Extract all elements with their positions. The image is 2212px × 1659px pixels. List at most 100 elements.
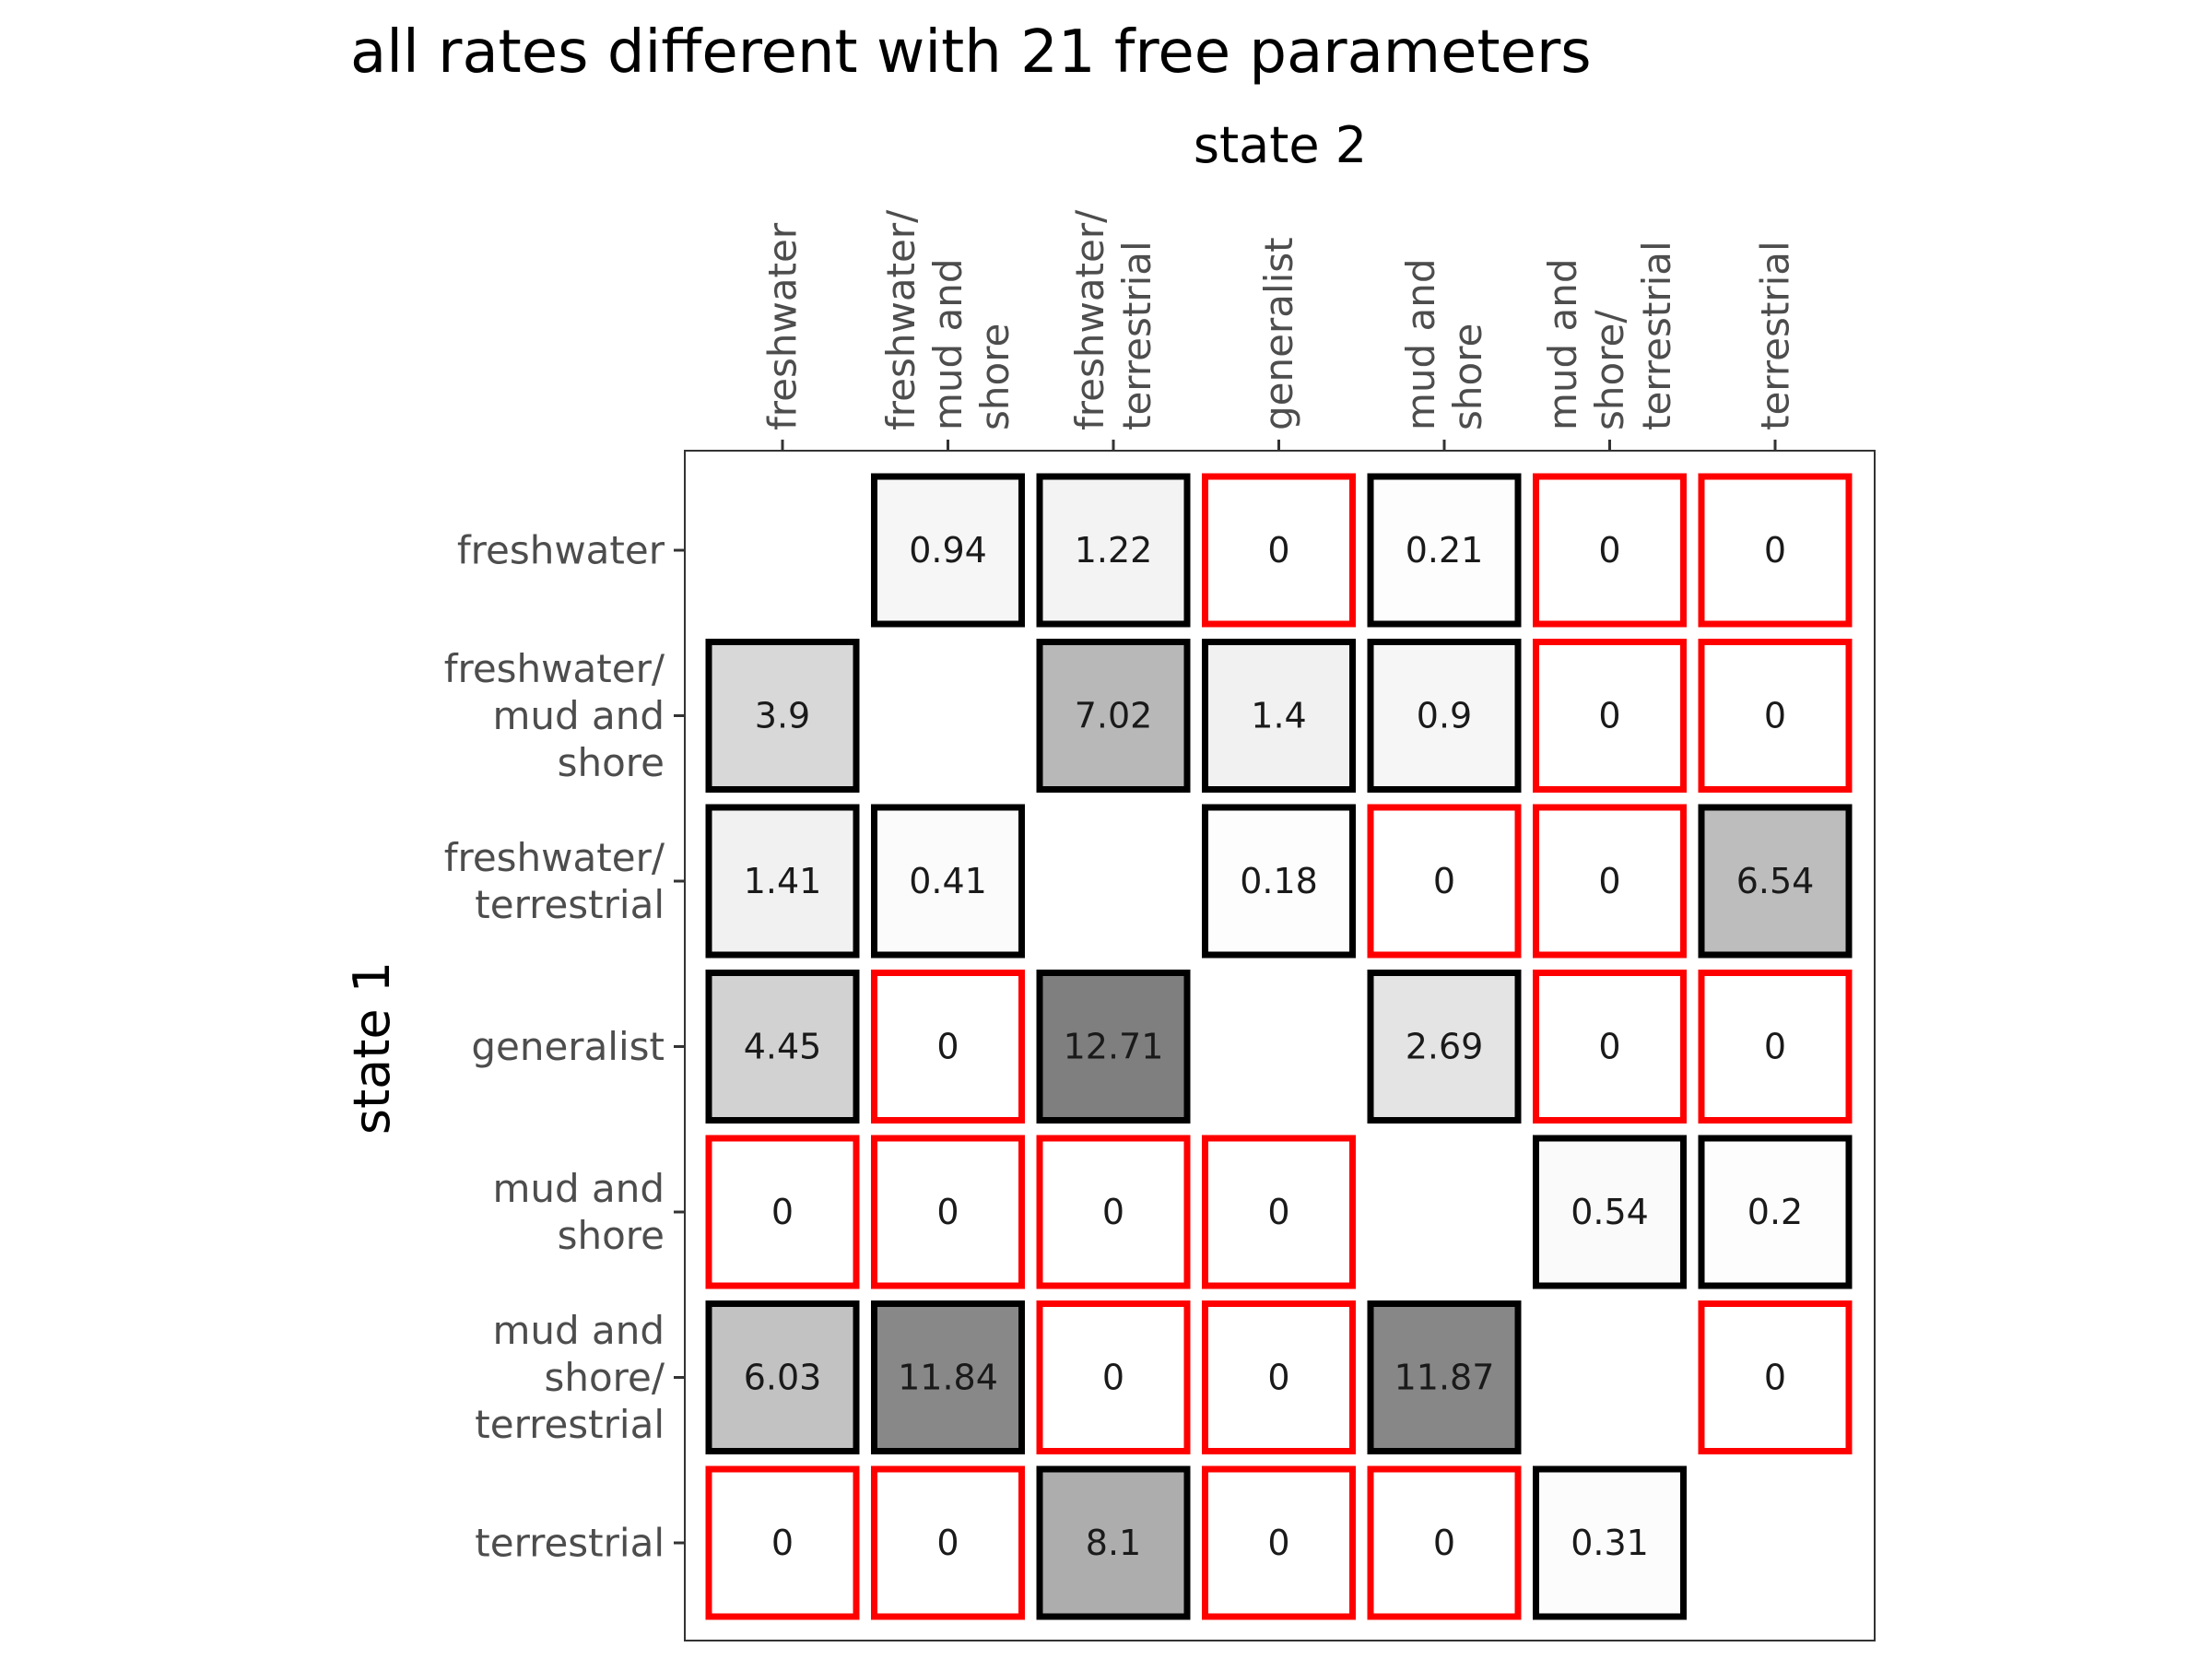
y-tick-label-freshwater-terrestrial: freshwater/terrestrial <box>444 835 665 927</box>
heatmap-cell-mud-and-shore-terrestrial-to-freshwater-terrestrial <box>1036 1300 1191 1454</box>
cell-value-label: 0 <box>936 1027 959 1067</box>
x-tick-label-mud-and-shore-terrestrial: mud andshore/terrestrial <box>1540 241 1679 430</box>
x-tick-label-terrestrial: terrestrial <box>1753 241 1798 430</box>
y-tick-label-terrestrial: terrestrial <box>475 1521 665 1566</box>
x-axis-ticks: freshwater freshwater/mud andshore freshwa… <box>760 209 1798 451</box>
cell-value-label: 0 <box>1102 1358 1124 1398</box>
heatmap-cells: 0.94 1.22 0 0.21 0 0 3.9 7.02 1.4 0.9 0 0 1.41 0.41 0.… <box>705 473 1853 1620</box>
heatmap-cell-terrestrial-to-freshwater <box>705 1465 860 1620</box>
heatmap-cell-mud-and-shore-terrestrial-to-terrestrial <box>1698 1300 1853 1454</box>
heatmap-cell-mud-and-shore-terrestrial-to-generalist <box>1202 1300 1356 1454</box>
heatmap-cell-mud-and-shore-to-freshwater-mud-and-shore <box>871 1135 1025 1289</box>
cell-value-label: 0 <box>1267 1523 1289 1563</box>
cell-value-label: 6.54 <box>1736 861 1815 901</box>
y-tick-label-generalist: generalist <box>471 1024 665 1069</box>
heatmap-cell-freshwater-mud-and-shore-to-terrestrial <box>1698 639 1853 793</box>
y-axis-title: state 1 <box>343 961 401 1135</box>
cell-value-label: 0 <box>1764 530 1786 571</box>
heatmap-cell-terrestrial-to-freshwater-mud-and-shore <box>871 1465 1025 1620</box>
cell-value-label: 0 <box>1764 1358 1786 1398</box>
heatmap-cell-freshwater-to-generalist <box>1202 473 1356 628</box>
cell-value-label: 0 <box>771 1523 794 1563</box>
cell-value-label: 12.71 <box>1064 1027 1164 1067</box>
cell-value-label: 0 <box>936 1523 959 1563</box>
cell-value-label: 7.02 <box>1075 696 1153 736</box>
cell-value-label: 0 <box>1598 696 1620 736</box>
heatmap-cell-mud-and-shore-terrestrial-to-freshwater-mud-and-shore <box>871 1300 1025 1454</box>
cell-value-label: 0 <box>1267 530 1289 571</box>
cell-value-label: 2.69 <box>1406 1027 1484 1067</box>
x-tick-label-mud-and-shore: mud andshore <box>1398 258 1490 430</box>
cell-value-label: 11.84 <box>898 1358 998 1398</box>
x-tick-label-freshwater-terrestrial: freshwater/terrestrial <box>1067 209 1159 430</box>
cell-value-label: 0 <box>936 1192 959 1232</box>
heatmap-cell-freshwater-terrestrial-to-freshwater-mud-and-shore <box>871 804 1025 959</box>
cell-value-label: 0.94 <box>909 530 987 571</box>
plot-panel <box>684 450 1876 1641</box>
heatmap-cell-freshwater-terrestrial-to-terrestrial <box>1698 804 1853 959</box>
cell-value-label: 0.18 <box>1240 861 1318 901</box>
x-tick-label-generalist: generalist <box>1256 237 1301 430</box>
heatmap-cell-freshwater-to-freshwater-mud-and-shore <box>871 473 1025 628</box>
y-tick-label-freshwater: freshwater <box>457 528 665 573</box>
heatmap-cell-generalist-to-freshwater-terrestrial <box>1036 970 1191 1124</box>
heatmap-cell-freshwater-terrestrial-to-freshwater <box>705 804 860 959</box>
cell-value-label: 0.21 <box>1406 530 1484 571</box>
cell-value-label: 6.03 <box>744 1358 822 1398</box>
heatmap-cell-freshwater-mud-and-shore-to-mud-and-shore <box>1367 639 1522 793</box>
cell-value-label: 1.41 <box>744 861 822 901</box>
chart-title: all rates different with 21 free paramet… <box>350 18 1592 87</box>
cell-value-label: 0 <box>1598 1027 1620 1067</box>
cell-value-label: 0 <box>1267 1192 1289 1232</box>
cell-value-label: 0 <box>1598 530 1620 571</box>
heatmap-cell-mud-and-shore-to-freshwater-terrestrial <box>1036 1135 1191 1289</box>
x-tick-label-freshwater-mud-and-shore: freshwater/mud andshore <box>878 209 1018 430</box>
heatmap-cell-mud-and-shore-to-generalist <box>1202 1135 1356 1289</box>
heatmap-cell-mud-and-shore-terrestrial-to-mud-and-shore <box>1367 1300 1522 1454</box>
cell-value-label: 0.2 <box>1747 1192 1803 1232</box>
heatmap-cell-generalist-to-terrestrial <box>1698 970 1853 1124</box>
y-tick-label-mud-and-shore-terrestrial: mud and shore/terrestrial <box>475 1308 665 1447</box>
heatmap-cell-terrestrial-to-mud-and-shore-terrestrial <box>1533 1465 1687 1620</box>
cell-value-label: 8.1 <box>1086 1523 1141 1563</box>
heatmap-cell-freshwater-mud-and-shore-to-mud-and-shore-terrestrial <box>1533 639 1687 793</box>
heatmap-cell-generalist-to-mud-and-shore-terrestrial <box>1533 970 1687 1124</box>
heatmap-cell-mud-and-shore-to-mud-and-shore-terrestrial <box>1533 1135 1687 1289</box>
cell-value-label: 0 <box>1764 1027 1786 1067</box>
cell-value-label: 11.87 <box>1394 1358 1495 1398</box>
cell-value-label: 0 <box>1433 1523 1455 1563</box>
heatmap-cell-generalist-to-freshwater <box>705 970 860 1124</box>
cell-value-label: 0 <box>1102 1192 1124 1232</box>
x-tick-label-freshwater: freshwater <box>760 222 806 430</box>
y-axis-ticks: freshwater freshwater/mud and shore freshwa… <box>444 528 685 1566</box>
heatmap-cell-terrestrial-to-mud-and-shore <box>1367 1465 1522 1620</box>
cell-value-label: 0 <box>1764 696 1786 736</box>
cell-value-label: 0 <box>1598 861 1620 901</box>
cell-value-label: 0 <box>1267 1358 1289 1398</box>
cell-value-label: 1.4 <box>1251 696 1306 736</box>
cell-value-label: 3.9 <box>755 696 810 736</box>
heatmap-cell-generalist-to-mud-and-shore <box>1367 970 1522 1124</box>
heatmap-cell-freshwater-to-mud-and-shore <box>1367 473 1522 628</box>
cell-value-label: 4.45 <box>744 1027 822 1067</box>
heatmap-cell-mud-and-shore-to-terrestrial <box>1698 1135 1853 1289</box>
heatmap-cell-freshwater-to-freshwater-terrestrial <box>1036 473 1191 628</box>
y-tick-label-freshwater-mud-and-shore: freshwater/mud and shore <box>444 646 665 785</box>
heatmap-cell-terrestrial-to-generalist <box>1202 1465 1356 1620</box>
y-tick-label-mud-and-shore: mud and shore <box>492 1166 665 1258</box>
x-axis-title: state 2 <box>1194 116 1367 174</box>
heatmap-cell-freshwater-mud-and-shore-to-generalist <box>1202 639 1356 793</box>
heatmap-cell-mud-and-shore-terrestrial-to-freshwater <box>705 1300 860 1454</box>
heatmap-cell-mud-and-shore-to-freshwater <box>705 1135 860 1289</box>
cell-value-label: 0.54 <box>1571 1192 1649 1232</box>
cell-value-label: 0.31 <box>1571 1523 1649 1563</box>
heatmap-cell-freshwater-terrestrial-to-generalist <box>1202 804 1356 959</box>
cell-value-label: 1.22 <box>1075 530 1153 571</box>
cell-value-label: 0 <box>1433 861 1455 901</box>
heatmap-cell-freshwater-mud-and-shore-to-freshwater <box>705 639 860 793</box>
heatmap-cell-freshwater-terrestrial-to-mud-and-shore <box>1367 804 1522 959</box>
cell-value-label: 0 <box>771 1192 794 1232</box>
heatmap-cell-freshwater-to-terrestrial <box>1698 473 1853 628</box>
cell-value-label: 0.9 <box>1417 696 1472 736</box>
